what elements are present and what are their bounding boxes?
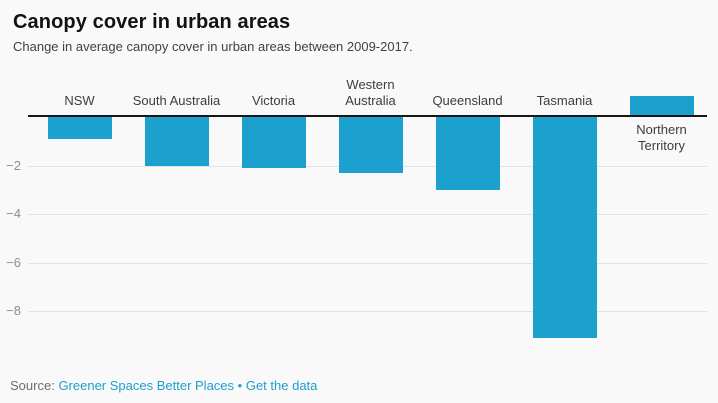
bar-western-australia[interactable] [338,117,403,173]
bar-victoria[interactable] [241,117,306,168]
y-axis-tick-label: −2 [6,157,21,173]
category-label-victoria: Victoria [251,92,296,108]
source-label: Source: [10,378,55,393]
category-label-nsw: NSW [64,92,95,108]
chart-subtitle: Change in average canopy cover in urban … [13,39,413,54]
y-axis-tick-label: −4 [6,206,21,221]
category-label-northern-territory: Northern Territory [636,122,687,153]
category-label-western-australia: Western Australia [345,77,396,108]
bar-northern-territory[interactable] [629,95,694,115]
source-line: Source: Greener Spaces Better Places • G… [10,378,317,394]
gridline [28,311,707,312]
category-label-queensland: Queensland [432,92,503,108]
y-axis-tick-label: −6 [6,254,21,270]
bar-tasmania[interactable] [532,117,597,338]
get-the-data-link[interactable]: Get the data [245,378,318,393]
chart-title: Canopy cover in urban areas [13,11,291,33]
gridline [28,214,707,215]
category-label-tasmania: Tasmania [536,92,593,108]
category-label-south-australia: South Australia [132,92,221,108]
separator-dot: • [237,378,243,393]
y-axis-tick-label: −8 [6,303,21,318]
bar-nsw[interactable] [47,117,112,139]
source-link[interactable]: Greener Spaces Better Places [58,378,235,393]
bar-south-australia[interactable] [144,117,209,166]
zero-axis-line [28,115,707,117]
bar-queensland[interactable] [435,117,500,190]
gridline [28,262,707,264]
